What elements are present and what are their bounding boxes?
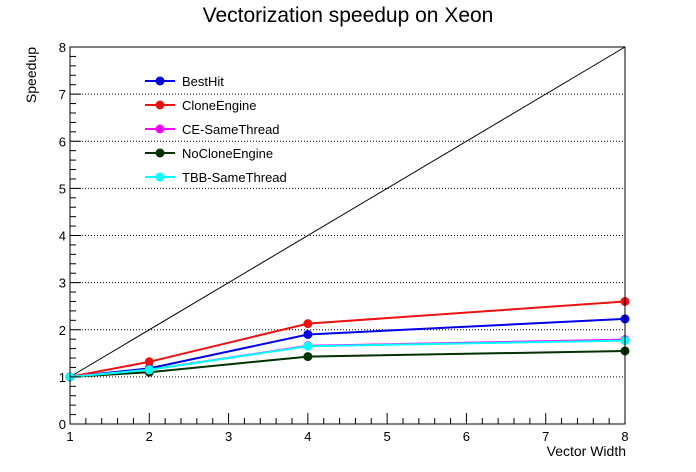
data-point bbox=[144, 357, 154, 367]
legend: BestHit CloneEngine CE-SameThread NoCloneEn… bbox=[145, 74, 287, 185]
chart-title: Vectorization speedup on Xeon bbox=[203, 4, 494, 27]
data-point bbox=[303, 329, 313, 339]
series-line bbox=[69, 350, 626, 378]
x-tick-label: 3 bbox=[225, 429, 232, 444]
y-tick-label: 6 bbox=[59, 134, 66, 149]
series-line bbox=[69, 300, 626, 378]
legend-marker bbox=[155, 124, 165, 134]
x-tick-label: 4 bbox=[304, 429, 311, 444]
data-point bbox=[303, 319, 313, 329]
x-tick-label: 5 bbox=[384, 429, 391, 444]
data-point bbox=[303, 352, 313, 362]
y-tick-label: 8 bbox=[59, 40, 66, 55]
legend-item: BestHit bbox=[145, 74, 224, 89]
x-axis-label: Vector Width bbox=[547, 443, 626, 459]
series-line bbox=[69, 339, 626, 378]
data-point bbox=[303, 341, 313, 351]
y-tick-label: 5 bbox=[59, 181, 66, 196]
y-tick-label: 1 bbox=[59, 370, 66, 385]
legend-label: BestHit bbox=[182, 74, 224, 89]
legend-marker bbox=[155, 172, 165, 182]
legend-marker bbox=[155, 148, 165, 158]
legend-label: NoCloneEngine bbox=[182, 146, 273, 161]
y-tick-label: 4 bbox=[59, 229, 66, 244]
x-tick-label: 6 bbox=[463, 429, 470, 444]
legend-item: TBB-SameThread bbox=[145, 170, 287, 185]
legend-label: TBB-SameThread bbox=[182, 170, 287, 185]
legend-marker bbox=[155, 76, 165, 86]
y-tick-label: 2 bbox=[59, 323, 66, 338]
y-tick-label: 3 bbox=[59, 276, 66, 291]
x-tick-label: 7 bbox=[542, 429, 549, 444]
legend-marker bbox=[155, 100, 165, 110]
x-tick-label: 1 bbox=[66, 429, 73, 444]
reference-layer bbox=[69, 46, 626, 378]
reference-line bbox=[69, 46, 626, 378]
y-axis-label: Speedup bbox=[23, 47, 39, 103]
data-point bbox=[144, 365, 154, 375]
x-tick-label: 8 bbox=[621, 429, 628, 444]
legend-item: NoCloneEngine bbox=[145, 146, 273, 161]
legend-label: CloneEngine bbox=[182, 98, 256, 113]
legend-label: CE-SameThread bbox=[182, 122, 280, 137]
legend-item: CE-SameThread bbox=[145, 122, 280, 137]
series-layer bbox=[65, 296, 630, 382]
series-TBB-SameThread bbox=[65, 336, 630, 382]
x-tick-label: 2 bbox=[146, 429, 153, 444]
grid-layer bbox=[70, 93, 625, 378]
y-tick-label: 7 bbox=[59, 87, 66, 102]
legend-item: CloneEngine bbox=[145, 98, 256, 113]
tick-layer bbox=[69, 46, 626, 425]
y-tick-label: 0 bbox=[59, 417, 66, 432]
